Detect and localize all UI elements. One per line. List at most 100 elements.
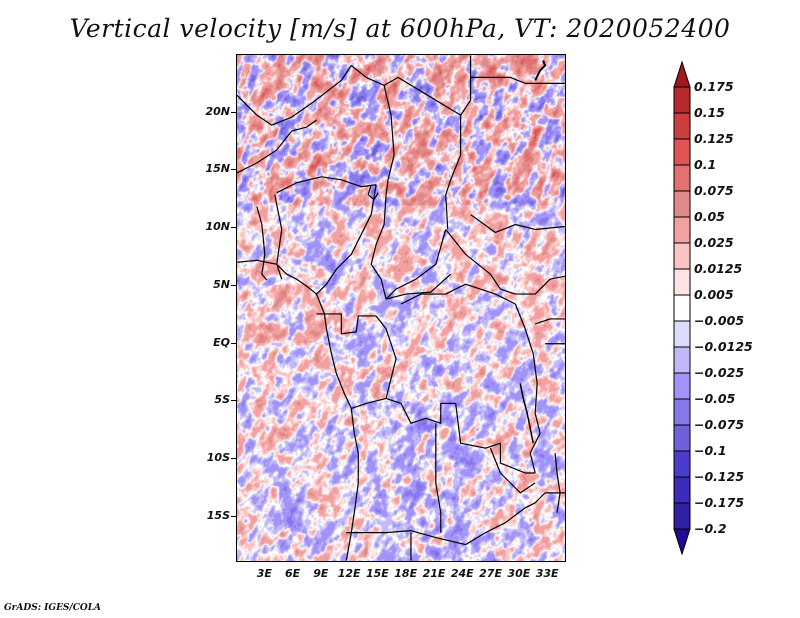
colorbar-bin	[673, 190, 691, 218]
colorbar-tick-label: −0.025	[694, 365, 745, 380]
y-tick-mark	[231, 458, 236, 460]
y-tick-mark	[231, 169, 236, 171]
x-tick-label: 18E	[394, 567, 418, 580]
border-zambia-drc	[489, 447, 536, 494]
border-libya-sudan	[460, 55, 472, 116]
colorbar-bin	[673, 86, 691, 114]
colorbar-tick-label: 0.075	[694, 183, 734, 198]
colorbar-bin	[673, 450, 691, 478]
border-congo-drc	[375, 315, 397, 399]
colorbar-tick-label: −0.005	[694, 313, 745, 328]
border-benin-nigeria	[274, 194, 283, 280]
border-benin	[256, 206, 268, 281]
lake-tanganyika	[519, 383, 534, 444]
x-tick-label: 12E	[337, 567, 361, 580]
lake-chad	[367, 184, 379, 201]
x-tick-label: 6E	[284, 567, 301, 580]
colorbar-tick-label: −0.175	[694, 495, 745, 510]
y-tick-mark	[231, 342, 236, 344]
colorbar-bin	[673, 346, 691, 374]
colorbar-tick-label: 0.025	[694, 235, 734, 250]
footer-credit: GrADS: IGES/COLA	[4, 603, 102, 613]
colorbar-bin	[673, 164, 691, 192]
border-algeria-niger	[237, 65, 352, 126]
y-tick-mark	[231, 111, 236, 113]
border-niger-south	[237, 119, 317, 174]
border-drc-north	[400, 283, 516, 305]
colorbar	[673, 60, 691, 556]
colorbar-bin	[673, 502, 691, 530]
colorbar-tick-label: 0.15	[694, 105, 725, 120]
colorbar-bin	[673, 268, 691, 296]
y-tick-label: 5N	[213, 277, 230, 291]
x-tick-label: 30E	[507, 567, 531, 580]
border-sudan-ssudan	[470, 214, 565, 234]
border-angola-zambia	[435, 423, 442, 533]
y-tick-label: 10N	[205, 220, 230, 234]
country-borders	[237, 55, 565, 561]
y-tick-label: 10S	[206, 451, 230, 465]
lake-malawi	[554, 453, 561, 513]
x-tick-label: 15E	[366, 567, 389, 580]
border-niger-chad	[383, 85, 395, 195]
border-nigeria-cameroon	[316, 184, 377, 295]
colorbar-tick-label: 0.05	[694, 209, 725, 224]
colorbar-tick-label: −0.125	[694, 469, 745, 484]
colorbar-tick-label: 0.005	[694, 287, 734, 302]
map-plot-area	[236, 54, 566, 562]
border-chad-car	[385, 229, 447, 300]
border-angola-namibia	[346, 530, 466, 546]
colorbar-bin	[673, 242, 691, 270]
y-tick-mark	[231, 400, 236, 402]
y-tick-mark	[231, 515, 236, 517]
y-tick-mark	[231, 227, 236, 229]
y-tick-label: 15S	[206, 508, 230, 522]
colorbar-bin	[673, 294, 691, 322]
border-zambia-zim	[465, 502, 536, 546]
border-angola-coast	[345, 408, 359, 561]
border-drc-east	[514, 303, 541, 474]
chart-title: Vertical velocity [m/s] at 600hPa, VT: 2…	[69, 14, 731, 43]
colorbar-tick-label: −0.05	[694, 391, 736, 406]
colorbar-tick-label: −0.2	[694, 521, 727, 536]
colorbar-bin	[673, 112, 691, 140]
colorbar-tick-label: −0.075	[694, 417, 745, 432]
colorbar-bin	[673, 398, 691, 426]
x-tick-label: 21E	[422, 567, 446, 580]
lake-nasser	[534, 60, 547, 81]
colorbar-bin	[673, 138, 691, 166]
border-chad-sudan	[445, 154, 462, 230]
border-angola-drc	[351, 397, 536, 474]
colorbar-bin	[673, 424, 691, 452]
border-uganda-kenya	[534, 318, 565, 325]
colorbar-bin	[673, 476, 691, 504]
border-libya-chad	[397, 76, 462, 155]
colorbar-tick-label: 0.125	[694, 131, 734, 146]
x-tick-label: 27E	[479, 567, 502, 580]
y-tick-label: EQ	[213, 335, 230, 349]
colorbar-tick-label: 0.175	[694, 79, 734, 94]
y-tick-label: 5S	[214, 393, 230, 407]
border-zambia-malawi	[534, 492, 565, 504]
border-car-congo	[385, 273, 452, 300]
x-tick-label: 9E	[313, 567, 329, 580]
colorbar-tick-label: −0.0125	[694, 339, 753, 354]
vertical-velocity-field	[237, 55, 565, 561]
x-tick-label: 24E	[450, 567, 474, 580]
colorbar-bin	[673, 372, 691, 400]
colorbar-tick-label: −0.1	[694, 443, 727, 458]
colorbar-bin	[673, 216, 691, 244]
colorbar-extend-min	[673, 528, 691, 556]
y-tick-label: 15N	[205, 162, 230, 176]
border-gabon	[316, 313, 377, 335]
border-cameroon-chad	[370, 194, 387, 300]
border-algeria-libya	[350, 65, 399, 86]
y-tick-mark	[231, 284, 236, 286]
x-tick-label: 33E	[535, 567, 559, 580]
coastline-gulf-of-guinea	[237, 259, 352, 409]
x-tick-label: 3E	[256, 567, 272, 580]
border-egypt-sudan	[470, 76, 565, 84]
colorbar-bin	[673, 320, 691, 348]
border-nigeria-niger	[276, 176, 377, 194]
colorbar-extend-max	[673, 60, 691, 88]
